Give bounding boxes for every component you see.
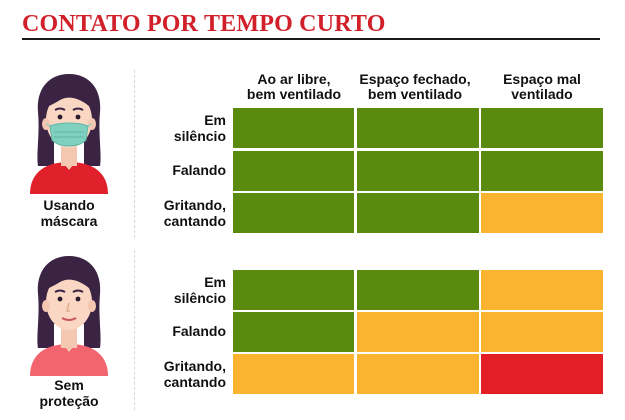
risk-cell-low — [233, 108, 354, 148]
row-label-silent-unprotected: Em silêncio — [173, 274, 226, 306]
risk-cell-low — [481, 108, 603, 148]
row-label-talking-unprotected: Falando — [172, 323, 226, 339]
woman-with-mask-icon — [30, 74, 108, 194]
column-header-poorly-ventilated: Espaço mal ventilado — [503, 71, 581, 102]
row-label-shouting-masked: Gritando, cantando — [163, 197, 226, 229]
woman-without-mask-icon — [30, 256, 108, 376]
risk-cell-high — [481, 354, 603, 394]
risk-cell-low — [233, 312, 354, 352]
group-label-with-mask: Usando máscara — [40, 197, 98, 229]
risk-cell-low — [357, 108, 479, 148]
risk-cell-low — [357, 151, 479, 191]
column-header-indoor-ventilated: Espaço fechado, bem ventilado — [359, 71, 471, 102]
risk-cell-medium — [357, 312, 479, 352]
risk-cell-low — [357, 270, 479, 310]
risk-cell-medium — [357, 354, 479, 394]
risk-cell-low — [233, 270, 354, 310]
risk-cell-medium — [481, 193, 603, 233]
column-header-outdoor: Ao ar libre, bem ventilado — [246, 71, 342, 102]
risk-cell-low — [481, 151, 603, 191]
row-label-silent-masked: Em silêncio — [173, 112, 226, 144]
section-divider — [134, 70, 135, 238]
title-rule — [22, 38, 600, 40]
risk-cell-medium — [481, 312, 603, 352]
group-label-without-protection: Sem proteção — [39, 377, 99, 409]
page-title: CONTATO POR TEMPO CURTO — [22, 11, 386, 37]
risk-cell-low — [233, 193, 354, 233]
row-label-talking-masked: Falando — [172, 162, 226, 178]
risk-cell-low — [233, 151, 354, 191]
risk-cell-medium — [481, 270, 603, 310]
row-label-shouting-unprotected: Gritando, cantando — [163, 358, 226, 390]
risk-cell-medium — [233, 354, 354, 394]
section-divider — [134, 250, 135, 410]
risk-cell-low — [357, 193, 479, 233]
